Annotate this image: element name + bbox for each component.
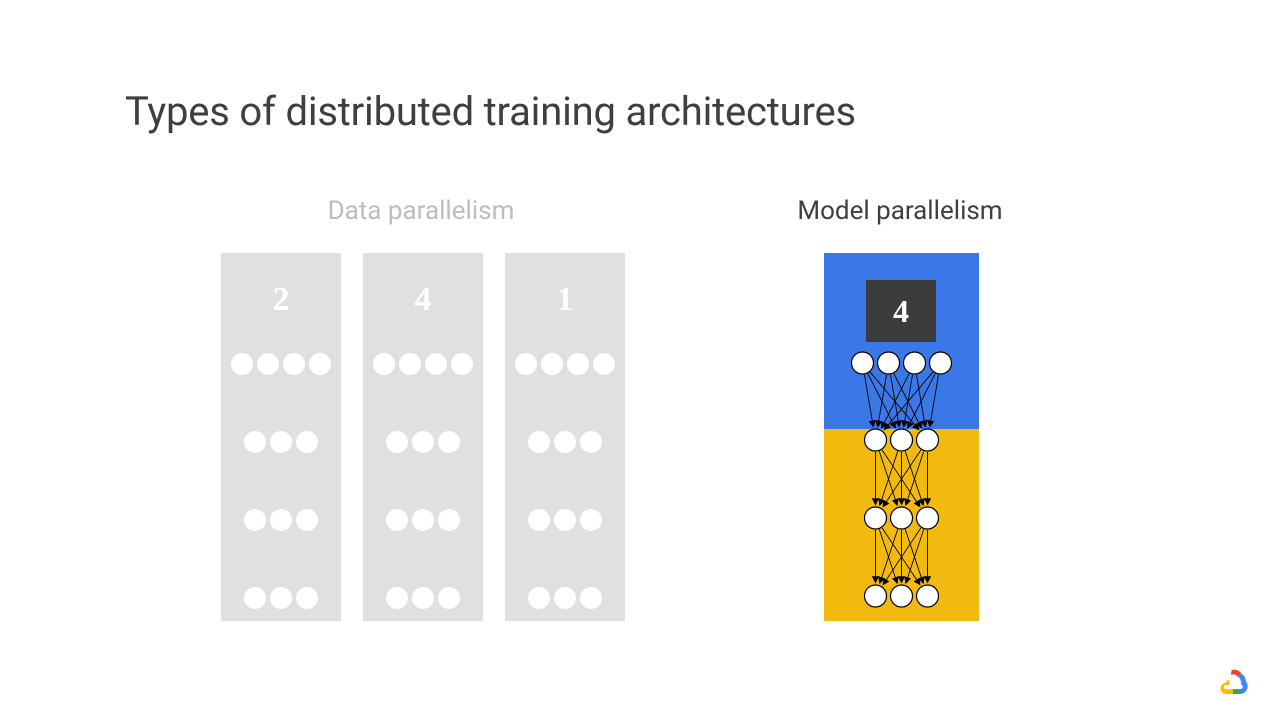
neuron-dot bbox=[451, 353, 473, 375]
neuron-row bbox=[363, 431, 483, 453]
neuron-row bbox=[363, 587, 483, 609]
edges bbox=[864, 372, 938, 584]
neuron-dot bbox=[412, 431, 434, 453]
neuron-row bbox=[363, 509, 483, 531]
neuron-dot bbox=[554, 587, 576, 609]
neuron-node bbox=[930, 352, 952, 374]
neuron-row bbox=[221, 353, 341, 375]
neuron-dot bbox=[373, 353, 395, 375]
neuron-dot bbox=[270, 431, 292, 453]
data-column: 4 bbox=[363, 253, 483, 621]
neuron-dot bbox=[257, 353, 279, 375]
neuron-dot bbox=[425, 353, 447, 375]
neuron-dot bbox=[309, 353, 331, 375]
neuron-row bbox=[505, 431, 625, 453]
neuron-node bbox=[891, 585, 913, 607]
neuron-dot bbox=[270, 509, 292, 531]
data-column: 1 bbox=[505, 253, 625, 621]
neuron-dot bbox=[438, 509, 460, 531]
neuron-row bbox=[221, 587, 341, 609]
neuron-dot bbox=[296, 509, 318, 531]
neuron-dot bbox=[244, 509, 266, 531]
neuron-dot bbox=[296, 431, 318, 453]
data-column-number: 4 bbox=[363, 281, 483, 319]
neuron-dot bbox=[386, 587, 408, 609]
neuron-dot bbox=[580, 431, 602, 453]
neuron-node bbox=[891, 429, 913, 451]
neuron-node bbox=[917, 429, 939, 451]
data-column: 2 bbox=[221, 253, 341, 621]
data-column-number: 2 bbox=[221, 281, 341, 319]
neuron-dot bbox=[438, 431, 460, 453]
neuron-dot bbox=[270, 587, 292, 609]
neuron-dot bbox=[438, 587, 460, 609]
neuron-dot bbox=[399, 353, 421, 375]
neuron-dot bbox=[244, 431, 266, 453]
neuron-dot bbox=[412, 587, 434, 609]
neuron-dot bbox=[386, 431, 408, 453]
neuron-node bbox=[891, 507, 913, 529]
neuron-row bbox=[505, 587, 625, 609]
neuron-node bbox=[904, 352, 926, 374]
neuron-row bbox=[221, 431, 341, 453]
neuron-dot bbox=[231, 353, 253, 375]
model-parallelism-label: Model parallelism bbox=[740, 196, 1060, 226]
neuron-row bbox=[363, 353, 483, 375]
neuron-dot bbox=[580, 509, 602, 531]
neuron-dot bbox=[567, 353, 589, 375]
neuron-node bbox=[865, 585, 887, 607]
data-column-number: 1 bbox=[505, 281, 625, 319]
neuron-node bbox=[865, 507, 887, 529]
neuron-dot bbox=[528, 587, 550, 609]
neuron-dot bbox=[580, 587, 602, 609]
neuron-node bbox=[917, 507, 939, 529]
input-number: 4 bbox=[893, 293, 909, 329]
neuron-dot bbox=[386, 509, 408, 531]
neuron-dot bbox=[593, 353, 615, 375]
neuron-dot bbox=[296, 587, 318, 609]
neuron-dot bbox=[541, 353, 563, 375]
neuron-dot bbox=[554, 431, 576, 453]
google-cloud-logo-icon bbox=[1216, 666, 1250, 694]
model-network-svg: 4 bbox=[824, 253, 979, 621]
neuron-node bbox=[917, 585, 939, 607]
neuron-node bbox=[852, 352, 874, 374]
neuron-dot bbox=[515, 353, 537, 375]
neuron-node bbox=[878, 352, 900, 374]
neuron-row bbox=[221, 509, 341, 531]
slide-title: Types of distributed training architectu… bbox=[125, 88, 856, 135]
neuron-node bbox=[865, 429, 887, 451]
model-parallelism-diagram: 4 bbox=[824, 253, 979, 621]
neuron-row bbox=[505, 353, 625, 375]
neuron-dot bbox=[528, 431, 550, 453]
neuron-dot bbox=[412, 509, 434, 531]
neuron-dot bbox=[244, 587, 266, 609]
neuron-dot bbox=[528, 509, 550, 531]
neuron-dot bbox=[283, 353, 305, 375]
data-parallelism-label: Data parallelism bbox=[221, 196, 621, 226]
neuron-row bbox=[505, 509, 625, 531]
neuron-dot bbox=[554, 509, 576, 531]
